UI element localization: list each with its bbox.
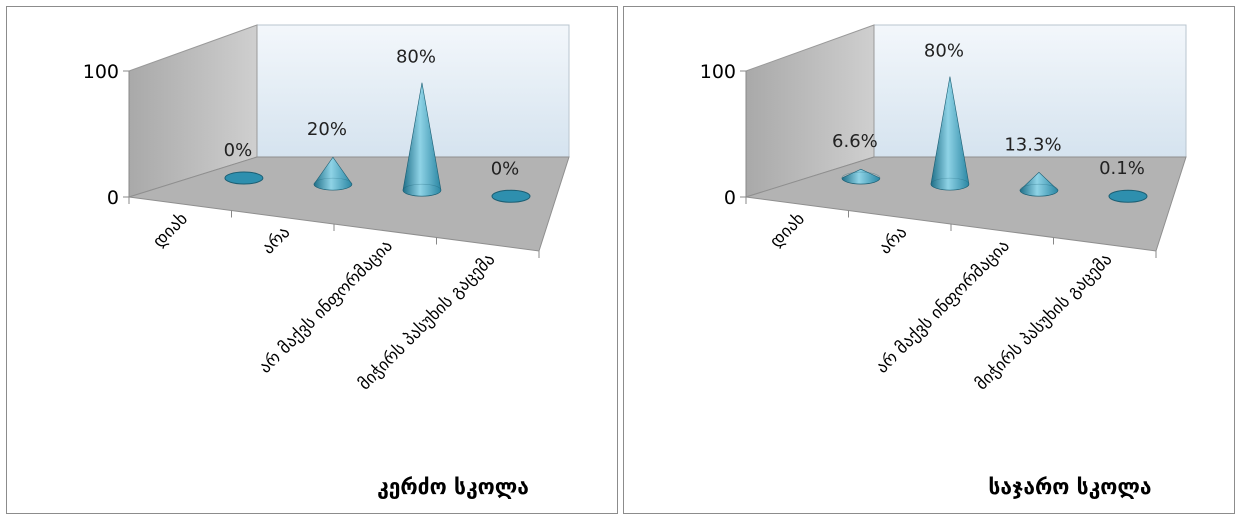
data-label: 6.6% xyxy=(832,131,878,152)
category-label: არა xyxy=(258,223,294,259)
cone-body xyxy=(402,82,442,197)
cone-1 xyxy=(930,76,970,191)
data-label: 0.1% xyxy=(1099,158,1145,179)
cone-base xyxy=(224,171,264,185)
cone-2 xyxy=(1019,171,1059,197)
cone-body xyxy=(841,168,881,185)
category-label: არა xyxy=(875,223,911,259)
cone-2 xyxy=(402,82,442,197)
y-tick-label: 100 xyxy=(83,61,119,83)
y-tick-label: 0 xyxy=(724,187,736,209)
data-label: 0% xyxy=(224,140,253,161)
cone-body xyxy=(930,76,970,191)
cone-0 xyxy=(224,171,264,185)
data-label: 80% xyxy=(396,47,436,68)
data-label: 20% xyxy=(307,119,347,140)
chart-panel-public-school: 100 0 6.6% დიახ 80% არა 13.3% არ მაქვს ინფორმაც… xyxy=(623,6,1235,514)
cone-body xyxy=(1019,171,1059,197)
cone-3 xyxy=(1108,189,1148,203)
y-tick-label: 0 xyxy=(107,187,119,209)
category-label: არ მაქვს ინფორმაცია xyxy=(872,236,1013,377)
cone-body xyxy=(313,156,353,191)
chart-title: საჯარო სკოლა xyxy=(988,475,1151,499)
data-label: 0% xyxy=(491,158,520,179)
category-label: დიახ xyxy=(766,209,809,252)
chart-title: კერძო სკოლა xyxy=(377,475,529,499)
cone-base xyxy=(1108,189,1148,203)
category-label: არ მაქვს ინფორმაცია xyxy=(255,236,396,377)
cone-3 xyxy=(491,189,531,203)
data-label: 80% xyxy=(924,41,964,62)
chart-svg-public-school: 100 0 6.6% დიახ 80% არა 13.3% არ მაქვს ინფორმაც… xyxy=(700,24,1187,499)
category-label: მიჭირს პასუხის გაცემა xyxy=(355,250,500,395)
chart-svg-private-school: 100 0 0% დიახ 20% არა 80% არ მაქვს ინფორმაცია 0%… xyxy=(83,24,570,499)
y-tick-label: 100 xyxy=(700,61,736,83)
cone-base xyxy=(491,189,531,203)
cone-0 xyxy=(841,168,881,185)
cone-1 xyxy=(313,156,353,191)
category-label: მიჭირს პასუხის გაცემა xyxy=(972,250,1117,395)
chart-panel-private-school: 100 0 0% დიახ 20% არა 80% არ მაქვს ინფორმაცია 0%… xyxy=(6,6,618,514)
category-label: დიახ xyxy=(149,209,192,252)
data-label: 13.3% xyxy=(1004,134,1061,155)
